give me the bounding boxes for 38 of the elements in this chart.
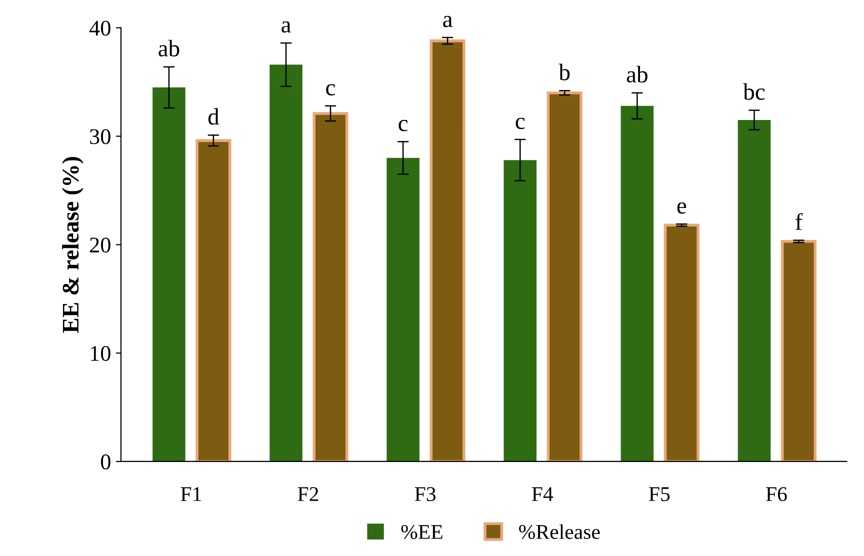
annotation: c — [398, 120, 408, 132]
y-axis-title: EE & release (%) — [62, 157, 84, 333]
annotation: c — [326, 84, 336, 96]
bar — [386, 158, 420, 462]
x-tick-label: F6 — [766, 487, 787, 502]
bar — [504, 160, 537, 462]
annotation: ab — [626, 66, 648, 82]
bar — [664, 224, 700, 462]
legend-label: %EE — [401, 524, 442, 540]
annotation: b — [558, 64, 570, 80]
bar — [312, 112, 348, 462]
y-tick-label: 20 — [90, 238, 110, 253]
annotation: a — [282, 21, 291, 33]
annotation: f — [796, 213, 803, 230]
x-tick-label: F5 — [649, 487, 670, 502]
annotation: e — [677, 202, 686, 214]
annotation: d — [208, 108, 220, 125]
y-tick-label: 0 — [100, 454, 110, 470]
y-tick-label: 40 — [89, 20, 110, 36]
text: a — [443, 16, 452, 28]
bar — [546, 91, 582, 462]
bar — [620, 106, 654, 462]
bar — [430, 39, 466, 462]
y-tick-label: 30 — [90, 129, 110, 144]
bar — [738, 120, 771, 462]
annotation: ab — [158, 40, 180, 56]
y-tick-label: 10 — [90, 346, 110, 361]
x-tick-label: F3 — [414, 487, 436, 502]
x-tick-label: F1 — [180, 487, 201, 501]
annotation: bc — [743, 83, 765, 100]
x-tick-label: F2 — [298, 487, 318, 501]
x-tick-label: F4 — [532, 487, 554, 501]
bar — [270, 64, 302, 462]
bar — [152, 87, 186, 462]
annotation: c — [516, 118, 525, 130]
legend-label: %Release — [519, 524, 600, 540]
bar — [196, 139, 232, 462]
bar — [780, 240, 817, 462]
